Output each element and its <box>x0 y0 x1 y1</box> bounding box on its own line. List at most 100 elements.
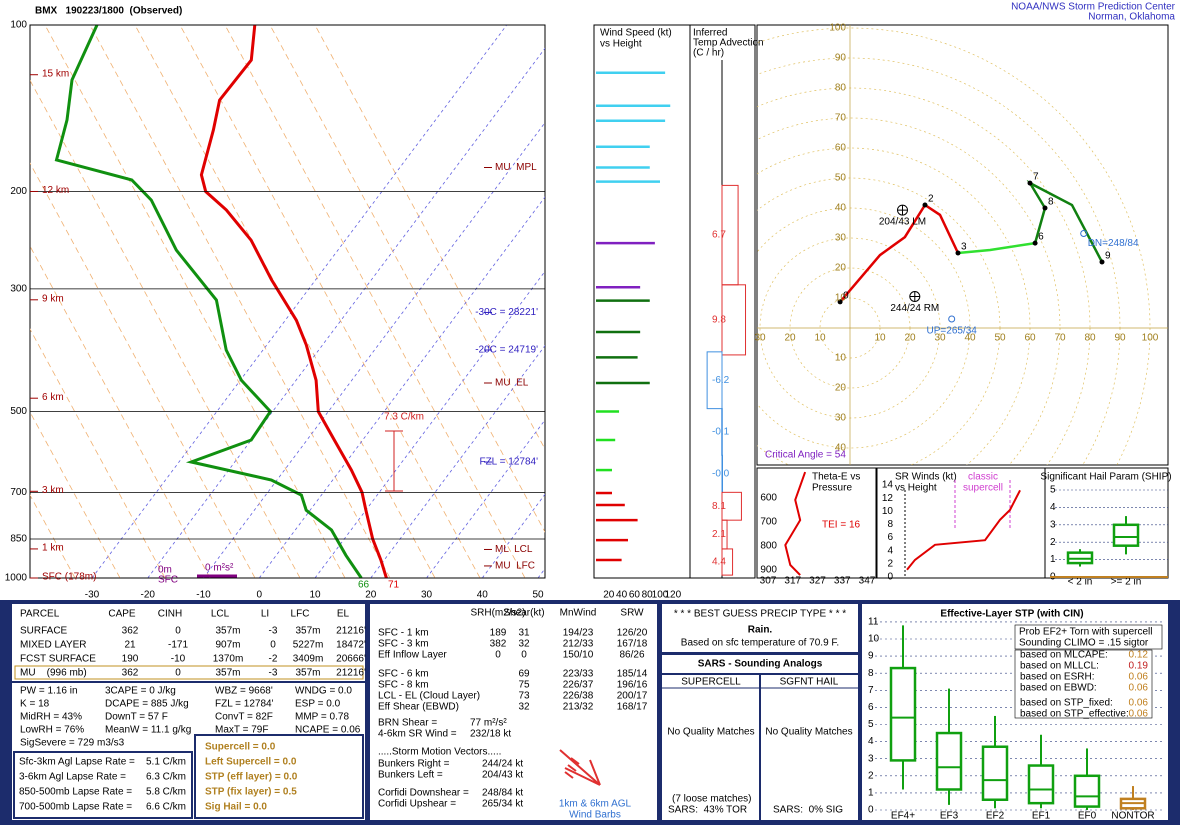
stp-basis: based on MLLCL: <box>1020 661 1099 672</box>
x-tick-label: -10 <box>196 590 211 601</box>
y-tick-label: 6 <box>868 702 874 713</box>
storm-motion-cross <box>909 291 920 302</box>
y-tick-label: 2 <box>868 770 874 781</box>
mu-highlight <box>14 665 364 680</box>
table-cell: 357m <box>215 626 240 637</box>
index: PW = 1.16 in <box>20 686 78 697</box>
panel-title: Temp Advection <box>693 38 764 49</box>
index: ESP = 0.0 <box>295 699 341 710</box>
table-cell: 357m <box>295 626 320 637</box>
table-cell: 18472' <box>336 640 366 651</box>
isotherm <box>426 419 545 578</box>
sfc-temp: 71 <box>388 580 400 591</box>
box <box>935 731 963 791</box>
kin-line: BRN Shear = <box>378 718 440 729</box>
x-tick-label: 327 <box>809 576 826 587</box>
hodo-x-tick: 90 <box>1114 333 1126 344</box>
stp-basis-value: 0.12 <box>1129 650 1149 661</box>
supercell-note: supercell <box>963 483 1003 494</box>
hodo-point-label: 9 <box>1105 251 1111 262</box>
summary-box <box>194 734 364 819</box>
table-cell: 168/17 <box>617 702 648 713</box>
thetae-line <box>784 471 807 576</box>
y-tick-label: 600 <box>760 493 777 504</box>
lapse-bracket <box>385 430 403 492</box>
table-cell: 190 <box>122 654 139 665</box>
table-cell: SFC - 1 km <box>378 628 429 639</box>
sars-title: SARS - Sounding Analogs <box>698 659 823 670</box>
y-tick-label: 2 <box>1050 537 1056 548</box>
table-header: LFC <box>291 609 310 620</box>
x-tick-label: NONTOR <box>1111 811 1154 822</box>
table-cell: 73 <box>518 691 530 702</box>
adiabat <box>30 162 256 578</box>
y-tick-label: 800 <box>760 541 777 552</box>
annotation: FZL = 12784' <box>479 457 538 468</box>
x-tick-label: 20 <box>603 590 615 601</box>
table-cell: 362 <box>122 626 139 637</box>
table-cell: FCST SURFACE <box>20 654 96 665</box>
x-tick-label: 347 <box>859 576 876 587</box>
table-cell: 223/33 <box>563 669 594 680</box>
y-tick-label: 1 <box>868 788 874 799</box>
table-cell: 357m <box>295 668 320 679</box>
table-cell: 21216' <box>336 668 366 679</box>
panel-title: Pressure <box>812 483 852 494</box>
table-cell: -171 <box>168 640 188 651</box>
table-header: EL <box>337 609 350 620</box>
y-tick-label: 5 <box>868 719 874 730</box>
stp-basis-value: 0.06 <box>1129 683 1149 694</box>
index: FZL = 12784' <box>215 699 274 710</box>
x-tick-label: 50 <box>532 590 544 601</box>
table-cell: -2 <box>269 654 278 665</box>
table-cell: -3 <box>269 626 278 637</box>
sfc-height: 0m <box>158 565 172 576</box>
hodo-y-tick: 40 <box>835 203 847 214</box>
table-cell: 226/38 <box>563 691 594 702</box>
sars-match: No Quality Matches <box>667 727 754 738</box>
stp-legend: Sounding CLIMO = .15 sigtor <box>1019 638 1149 649</box>
table-cell: Eff Inflow Layer <box>378 650 447 661</box>
lapse-rate-value: 6.6 C/km <box>146 802 186 813</box>
hodo-point-label: 0 <box>843 291 849 302</box>
storm-motion-label: 244/24 RM <box>890 303 939 314</box>
hodo-x-tick: 100 <box>1142 333 1159 344</box>
table-cell: 189 <box>490 628 507 639</box>
storm-motion-label: 204/43 LM <box>879 217 926 228</box>
table-cell: 0 <box>270 640 276 651</box>
table-cell: 75 <box>518 680 530 691</box>
summary: Sig Hail = 0.0 <box>205 802 267 813</box>
y-tick-label: 100 <box>10 20 27 31</box>
adiabat <box>314 25 545 450</box>
index: DCAPE = 885 J/kg <box>105 699 189 710</box>
table-cell: 150/10 <box>563 650 594 661</box>
adiabat <box>269 25 545 533</box>
table-cell: MU (996 mb) <box>20 668 87 679</box>
index: WNDG = 0.0 <box>295 686 352 697</box>
annotation: MU MPL <box>495 162 537 173</box>
hodo-x-tick: 50 <box>994 333 1006 344</box>
advection-value: 8.1 <box>712 501 726 512</box>
critical-angle: Critical Angle = 54 <box>765 450 846 461</box>
table-cell: 86/26 <box>619 650 644 661</box>
table-cell: LCL - EL (Cloud Layer) <box>378 691 480 702</box>
dewpoint-line <box>54 25 363 578</box>
lapse-label: 7.3 C/km <box>384 412 424 423</box>
table-header: LI <box>261 609 269 620</box>
hodo-y-tick: 20 <box>835 263 847 274</box>
x-tick-label: 20 <box>365 590 377 601</box>
isotherm <box>91 25 508 578</box>
isotherm <box>258 196 545 578</box>
hodo-y-tick: 90 <box>835 53 847 64</box>
table-header: PARCEL <box>20 609 60 620</box>
hodo-y-tick: 30 <box>835 233 847 244</box>
table-cell: MIXED LAYER <box>20 640 87 651</box>
sr-wind-line <box>906 489 1021 571</box>
index: MMP = 0.78 <box>295 712 349 723</box>
y-tick-label: 12 <box>882 493 894 504</box>
precip-type: Rain. <box>748 625 773 636</box>
hodo-y-tick: 10 <box>835 293 847 304</box>
hodo-point <box>1032 240 1038 246</box>
precip-note: Based on sfc temperature of 70.9 F. <box>681 638 839 649</box>
